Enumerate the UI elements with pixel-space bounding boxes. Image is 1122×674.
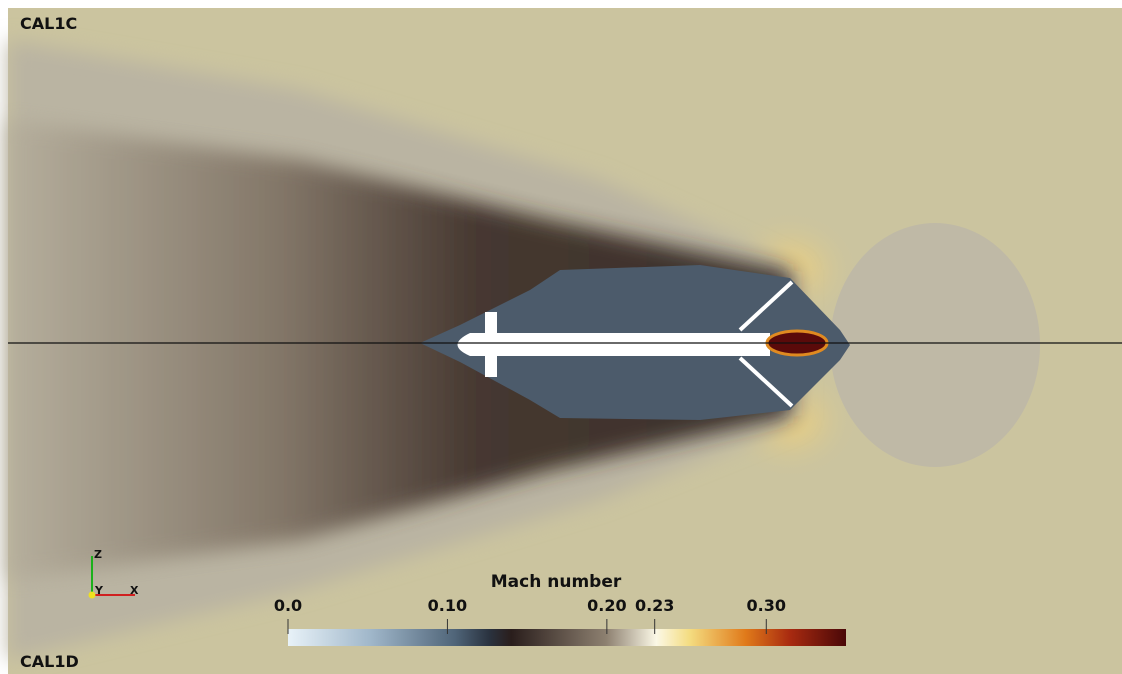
axis-label: Z xyxy=(94,548,102,561)
view-label: CAL1D xyxy=(20,652,79,671)
colorbar-tick-label: 0.23 xyxy=(635,596,674,615)
body-fin xyxy=(485,312,497,377)
colorbar-tick-label: 0.0 xyxy=(274,596,302,615)
axis-label: X xyxy=(130,584,139,597)
colorbar-tick-label: 0.10 xyxy=(428,596,467,615)
colorbar-tick-label: 0.30 xyxy=(747,596,786,615)
colorbar-tick-label: 0.20 xyxy=(587,596,626,615)
axis-label: Y xyxy=(94,584,104,597)
bow-region xyxy=(830,223,1040,467)
render-view: CAL1C CAL1D Z Y X Mach number 0.0 0.10 0.2… xyxy=(0,0,1122,674)
colorbar xyxy=(288,629,846,646)
colorbar-title: Mach number xyxy=(491,572,622,592)
body xyxy=(458,333,771,356)
view-label: CAL1C xyxy=(20,14,77,33)
